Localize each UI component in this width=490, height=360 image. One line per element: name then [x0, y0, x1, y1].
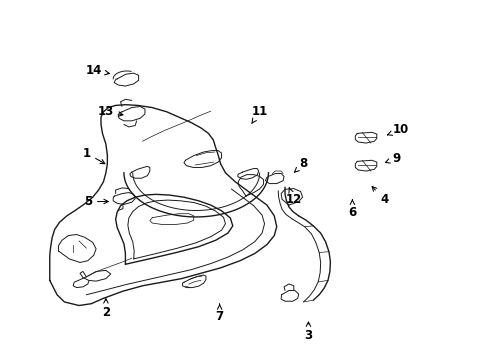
Text: 4: 4: [372, 186, 388, 206]
Text: 9: 9: [385, 152, 400, 165]
Text: 2: 2: [102, 299, 110, 319]
Text: 13: 13: [98, 105, 123, 118]
Text: 1: 1: [82, 147, 105, 164]
Text: 5: 5: [84, 195, 108, 208]
Text: 10: 10: [388, 123, 409, 136]
Text: 6: 6: [348, 200, 357, 219]
Text: 14: 14: [85, 64, 109, 77]
Text: 7: 7: [216, 304, 223, 323]
Text: 11: 11: [251, 105, 268, 123]
Text: 3: 3: [304, 322, 313, 342]
Text: 8: 8: [294, 157, 308, 172]
Text: 12: 12: [286, 188, 302, 206]
